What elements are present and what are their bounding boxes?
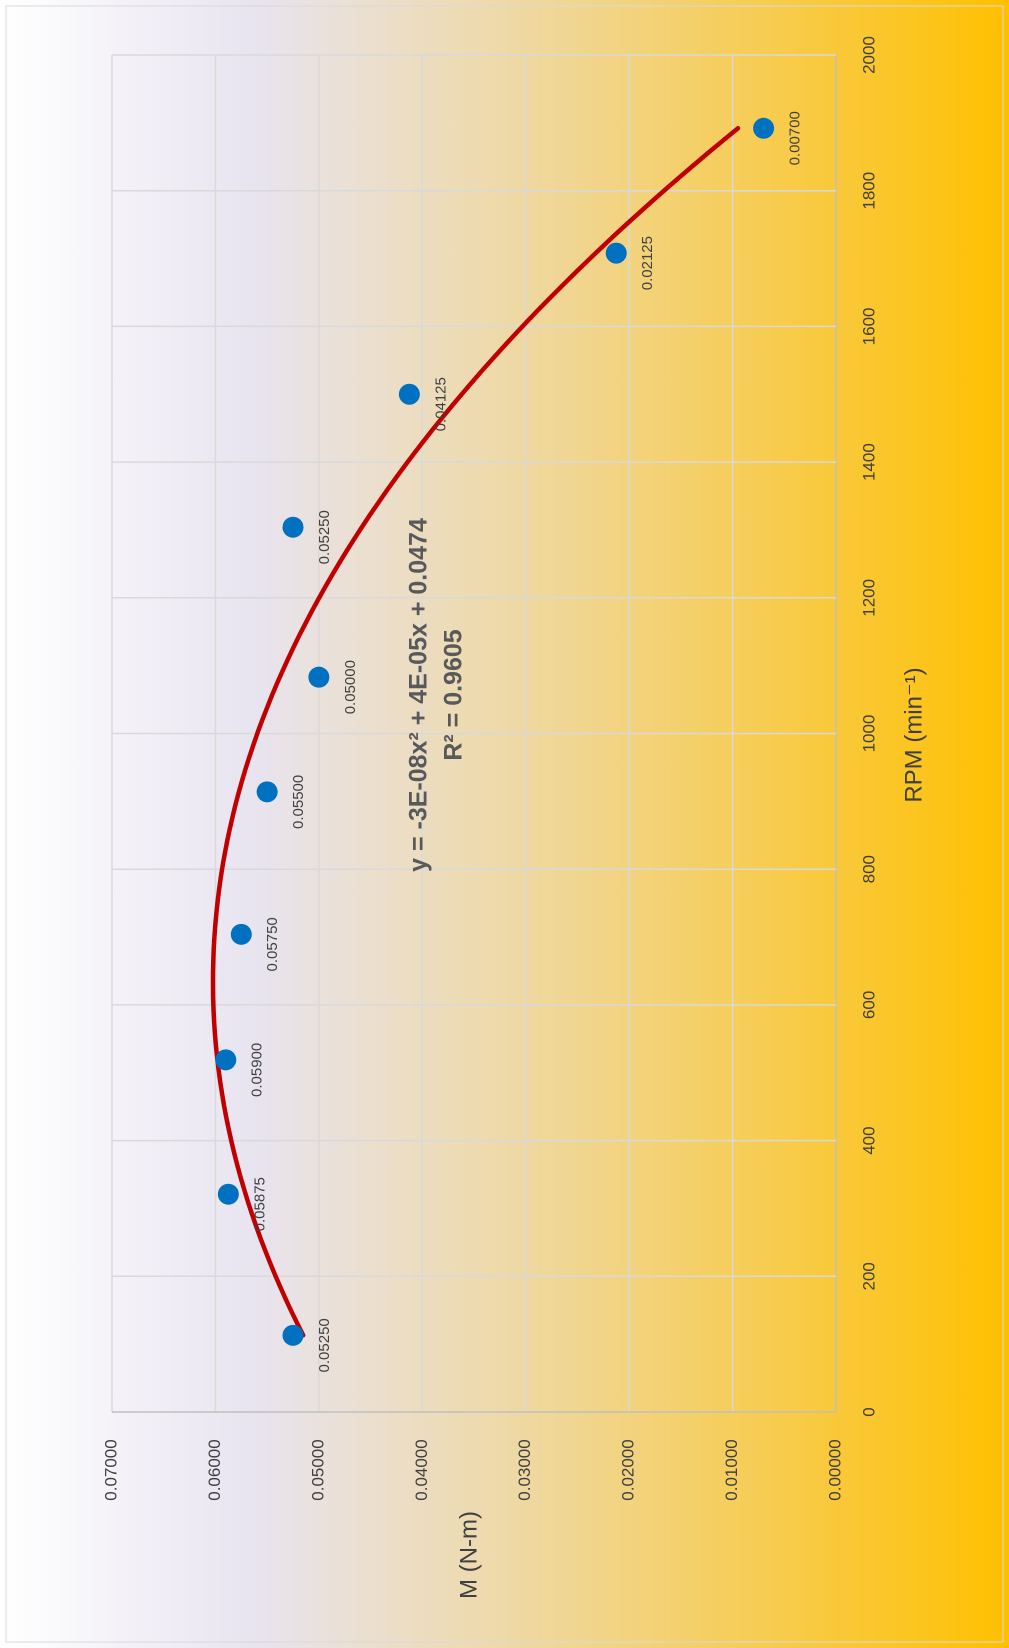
chart-border (5, 5, 1004, 1643)
data-point (282, 516, 304, 538)
data-point (215, 1049, 237, 1071)
data-point (217, 1183, 239, 1205)
data-label: 0.05250 (316, 1318, 333, 1372)
data-label: 0.05250 (316, 510, 333, 564)
trendline (210, 126, 741, 1338)
y-tick-label: 0.05000 (308, 1439, 327, 1500)
data-label: 0.04125 (432, 377, 449, 431)
x-tick-label: 2000 (859, 36, 878, 74)
data-point (282, 1324, 304, 1346)
data-point (753, 117, 775, 139)
data-label: 0.05875 (251, 1177, 268, 1231)
data-label: 0.02125 (639, 236, 656, 290)
y-tick-label: 0.00000 (825, 1439, 844, 1500)
x-axis-title: RPM (min⁻¹) (900, 667, 927, 802)
trendline-r-squared: R² = 0.9605 (440, 629, 468, 760)
y-tick-label: 0.07000 (101, 1439, 120, 1500)
x-tick-label: 200 (859, 1262, 878, 1290)
y-tick-label: 0.02000 (619, 1439, 638, 1500)
data-label: 0.05750 (264, 917, 281, 971)
x-tick-label: 1800 (859, 172, 878, 210)
data-label: 0.05000 (342, 660, 359, 714)
y-axis-title: M (N-m) (455, 1511, 482, 1599)
y-tick-label: 0.04000 (412, 1439, 431, 1500)
x-tick-label: 0 (859, 1407, 878, 1416)
data-point (605, 242, 627, 264)
data-point (308, 666, 330, 688)
x-tick-label: 1600 (859, 307, 878, 345)
data-label: 0.05500 (290, 775, 307, 829)
x-tick-label: 1400 (859, 443, 878, 481)
data-point (398, 383, 420, 405)
x-tick-label: 800 (859, 855, 878, 883)
x-tick-label: 1200 (859, 579, 878, 617)
y-tick-label: 0.06000 (205, 1439, 224, 1500)
data-label: 0.00700 (787, 111, 804, 165)
data-label: 0.05900 (249, 1043, 266, 1097)
trendline-equation: y = -3E-08x² + 4E-05x + 0.0474 (405, 518, 433, 872)
y-tick-label: 0.01000 (722, 1439, 741, 1500)
data-point (230, 923, 252, 945)
y-tick-label: 0.03000 (515, 1439, 534, 1500)
x-tick-label: 600 (859, 991, 878, 1019)
x-tick-label: 400 (859, 1126, 878, 1154)
data-point (256, 781, 278, 803)
x-tick-label: 1000 (859, 715, 878, 753)
